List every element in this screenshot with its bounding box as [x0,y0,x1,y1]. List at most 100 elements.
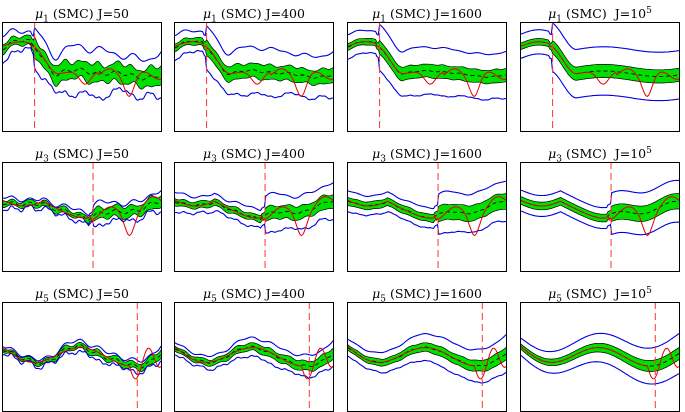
title-method: (SMC) [566,286,607,302]
credible-band [175,194,333,223]
title-param: μ [548,286,557,302]
true-trajectory [2,41,162,97]
title-subscript: 1 [43,14,49,25]
posterior-mean-line [2,38,162,81]
title-param: μ [372,146,381,162]
outer-bound-lower [347,51,507,101]
chart-panel: μ3 (SMC) J=1600 [347,140,507,272]
outer-bound-upper [174,24,334,58]
outer-bound-upper [347,333,507,354]
true-trajectory [174,196,334,237]
plot-area [2,22,162,132]
title-subscript: 5 [380,294,386,305]
true-trajectory [347,41,507,97]
title-subscript: 3 [380,154,386,165]
title-param: μ [372,286,381,302]
band-upper-edge [520,38,680,71]
posterior-mean-line [347,346,507,367]
title-method: (SMC) [52,286,94,302]
outer-bound-upper [347,23,507,56]
outer-bound-upper [347,180,507,210]
credible-band [175,37,333,86]
chart-panel: μ1 (SMC) J=105 [520,0,680,132]
title-j: J=400 [265,146,305,162]
title-param: μ [203,6,212,22]
posterior-mean-line [2,344,162,369]
title-method: (SMC) [389,6,431,22]
band-upper-edge [347,37,507,71]
chart-title: μ5 (SMC) J=1600 [347,280,507,305]
plot-frame [520,162,680,272]
chart-title: μ5 (SMC) J=400 [174,280,334,305]
plot-frame [174,162,334,272]
chart-title: μ1 (SMC) J=400 [174,0,334,25]
plot-frame [520,22,680,132]
title-param: μ [35,286,44,302]
chart-title: μ3 (SMC) J=400 [174,140,334,165]
title-subscript: 3 [211,154,217,165]
title-subscript: 5 [43,294,49,305]
outer-bound-lower [347,211,506,235]
true-trajectory [2,346,162,380]
band-upper-edge [2,34,162,72]
title-method: (SMC) [52,6,94,22]
title-param: μ [548,6,557,22]
title-j: J=1600 [434,6,482,22]
title-method: (SMC) [566,146,607,162]
title-method: (SMC) [566,6,607,22]
band-upper-edge [174,342,334,362]
plot-area [347,162,507,272]
outer-bound-lower [520,53,680,102]
true-trajectory [520,196,680,237]
outer-bound-upper [2,190,162,217]
true-trajectory [347,346,507,380]
title-param: μ [35,6,44,22]
outer-bound-lower [174,354,334,379]
chart-title: μ5 (SMC) J=105 [520,280,680,305]
true-trajectory [2,196,162,237]
true-trajectory [174,346,334,380]
title-method: (SMC) [220,6,262,22]
chart-panel: μ5 (SMC) J=1600 [347,280,507,412]
outer-bound-upper [2,26,162,62]
title-j: J=50 [97,6,129,22]
title-j-exponent: 5 [646,146,652,156]
chart-title: μ3 (SMC) J=1600 [347,140,507,165]
outer-bound-upper [2,338,162,363]
plot-area [520,162,680,272]
outer-bound-lower [2,46,162,101]
chart-panel: μ1 (SMC) J=1600 [347,0,507,132]
title-method: (SMC) [220,146,262,162]
title-subscript: 5 [556,294,563,305]
band-lower-edge [520,204,679,223]
outer-bound-upper [174,182,334,212]
chart-panel: μ3 (SMC) J=105 [520,140,680,272]
title-param: μ [35,146,44,162]
title-method: (SMC) [52,146,94,162]
plot-area [174,22,334,132]
outer-bound-upper [520,22,680,53]
outer-bound-lower [520,210,679,236]
chart-title: μ1 (SMC) J=50 [2,0,162,25]
plot-area [347,302,507,412]
band-upper-edge [520,193,679,215]
credible-band [521,193,679,222]
plot-area [174,162,334,272]
outer-bound-lower [520,354,680,385]
title-param: μ [203,286,212,302]
plot-area [2,302,162,412]
title-j: J=50 [97,146,129,162]
band-lower-edge [174,349,334,372]
title-j: J=400 [265,6,305,22]
band-lower-edge [347,350,507,372]
band-upper-edge [174,194,334,216]
chart-panel: μ5 (SMC) J=105 [520,280,680,412]
posterior-mean-line [520,41,680,77]
band-upper-edge [347,193,507,215]
plot-area [174,302,334,412]
chart-panel: μ1 (SMC) J=50 [2,0,162,132]
chart-title: μ3 (SMC) J=105 [520,140,680,165]
title-param: μ [372,6,381,22]
posterior-mean-line [174,345,334,367]
plot-frame [347,162,507,272]
